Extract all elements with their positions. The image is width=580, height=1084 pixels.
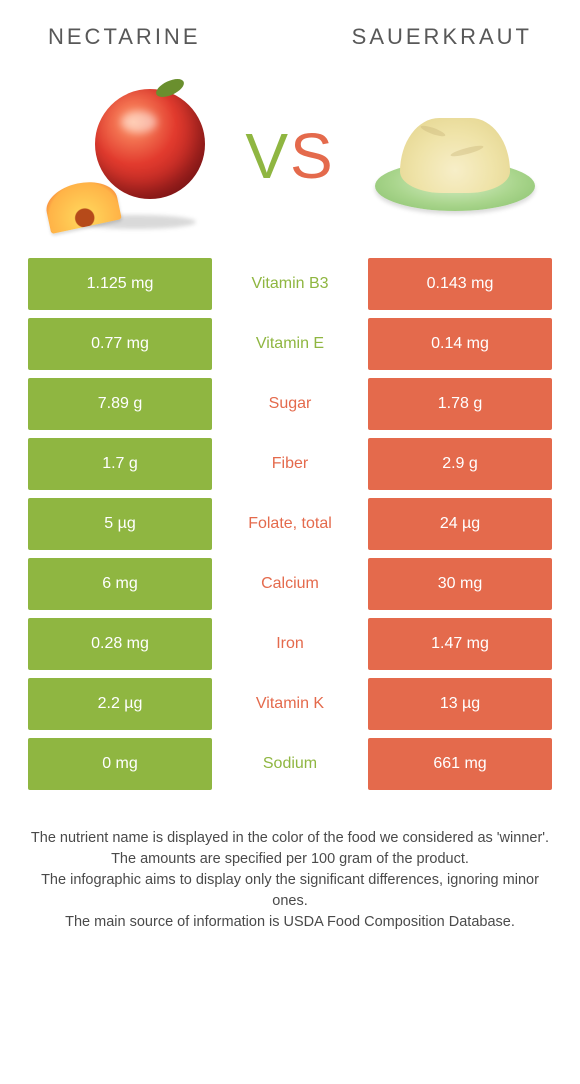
cell-left: 5 µg <box>28 498 212 550</box>
cell-right: 661 mg <box>368 738 552 790</box>
cell-right: 2.9 g <box>368 438 552 490</box>
cell-right: 0.143 mg <box>368 258 552 310</box>
cell-label: Vitamin K <box>212 678 368 730</box>
cell-label: Vitamin B3 <box>212 258 368 310</box>
cell-label: Folate, total <box>212 498 368 550</box>
cell-left: 6 mg <box>28 558 212 610</box>
cell-left: 2.2 µg <box>28 678 212 730</box>
images-row: VS <box>0 58 580 258</box>
cell-label: Iron <box>212 618 368 670</box>
comparison-table: 1.125 mgVitamin B30.143 mg0.77 mgVitamin… <box>0 258 580 790</box>
cell-left: 0.77 mg <box>28 318 212 370</box>
table-row: 1.125 mgVitamin B30.143 mg <box>28 258 552 310</box>
cell-left: 0 mg <box>28 738 212 790</box>
table-row: 2.2 µgVitamin K13 µg <box>28 678 552 730</box>
table-row: 0.77 mgVitamin E0.14 mg <box>28 318 552 370</box>
nectarine-image <box>40 71 210 241</box>
vs-v: V <box>245 120 290 192</box>
cell-label: Sodium <box>212 738 368 790</box>
cell-left: 1.125 mg <box>28 258 212 310</box>
table-row: 0.28 mgIron1.47 mg <box>28 618 552 670</box>
vs-s: S <box>290 120 335 192</box>
cell-right: 0.14 mg <box>368 318 552 370</box>
cell-right: 30 mg <box>368 558 552 610</box>
table-row: 5 µgFolate, total24 µg <box>28 498 552 550</box>
table-row: 0 mgSodium661 mg <box>28 738 552 790</box>
cell-label: Vitamin E <box>212 318 368 370</box>
table-row: 6 mgCalcium30 mg <box>28 558 552 610</box>
cell-left: 0.28 mg <box>28 618 212 670</box>
cell-right: 13 µg <box>368 678 552 730</box>
table-row: 1.7 gFiber2.9 g <box>28 438 552 490</box>
table-row: 7.89 gSugar1.78 g <box>28 378 552 430</box>
vs-label: VS <box>245 119 334 193</box>
footer-line: The nutrient name is displayed in the co… <box>26 828 554 849</box>
cell-right: 24 µg <box>368 498 552 550</box>
title-right: Sauerkraut <box>352 24 532 50</box>
footer-line: The infographic aims to display only the… <box>26 870 554 912</box>
cell-left: 7.89 g <box>28 378 212 430</box>
sauerkraut-image <box>370 71 540 241</box>
cell-right: 1.47 mg <box>368 618 552 670</box>
title-left: Nectarine <box>48 24 201 50</box>
cell-right: 1.78 g <box>368 378 552 430</box>
footer-notes: The nutrient name is displayed in the co… <box>0 798 580 933</box>
header: Nectarine Sauerkraut <box>0 0 580 58</box>
footer-line: The amounts are specified per 100 gram o… <box>26 849 554 870</box>
footer-line: The main source of information is USDA F… <box>26 912 554 933</box>
cell-label: Calcium <box>212 558 368 610</box>
cell-label: Fiber <box>212 438 368 490</box>
cell-left: 1.7 g <box>28 438 212 490</box>
cell-label: Sugar <box>212 378 368 430</box>
